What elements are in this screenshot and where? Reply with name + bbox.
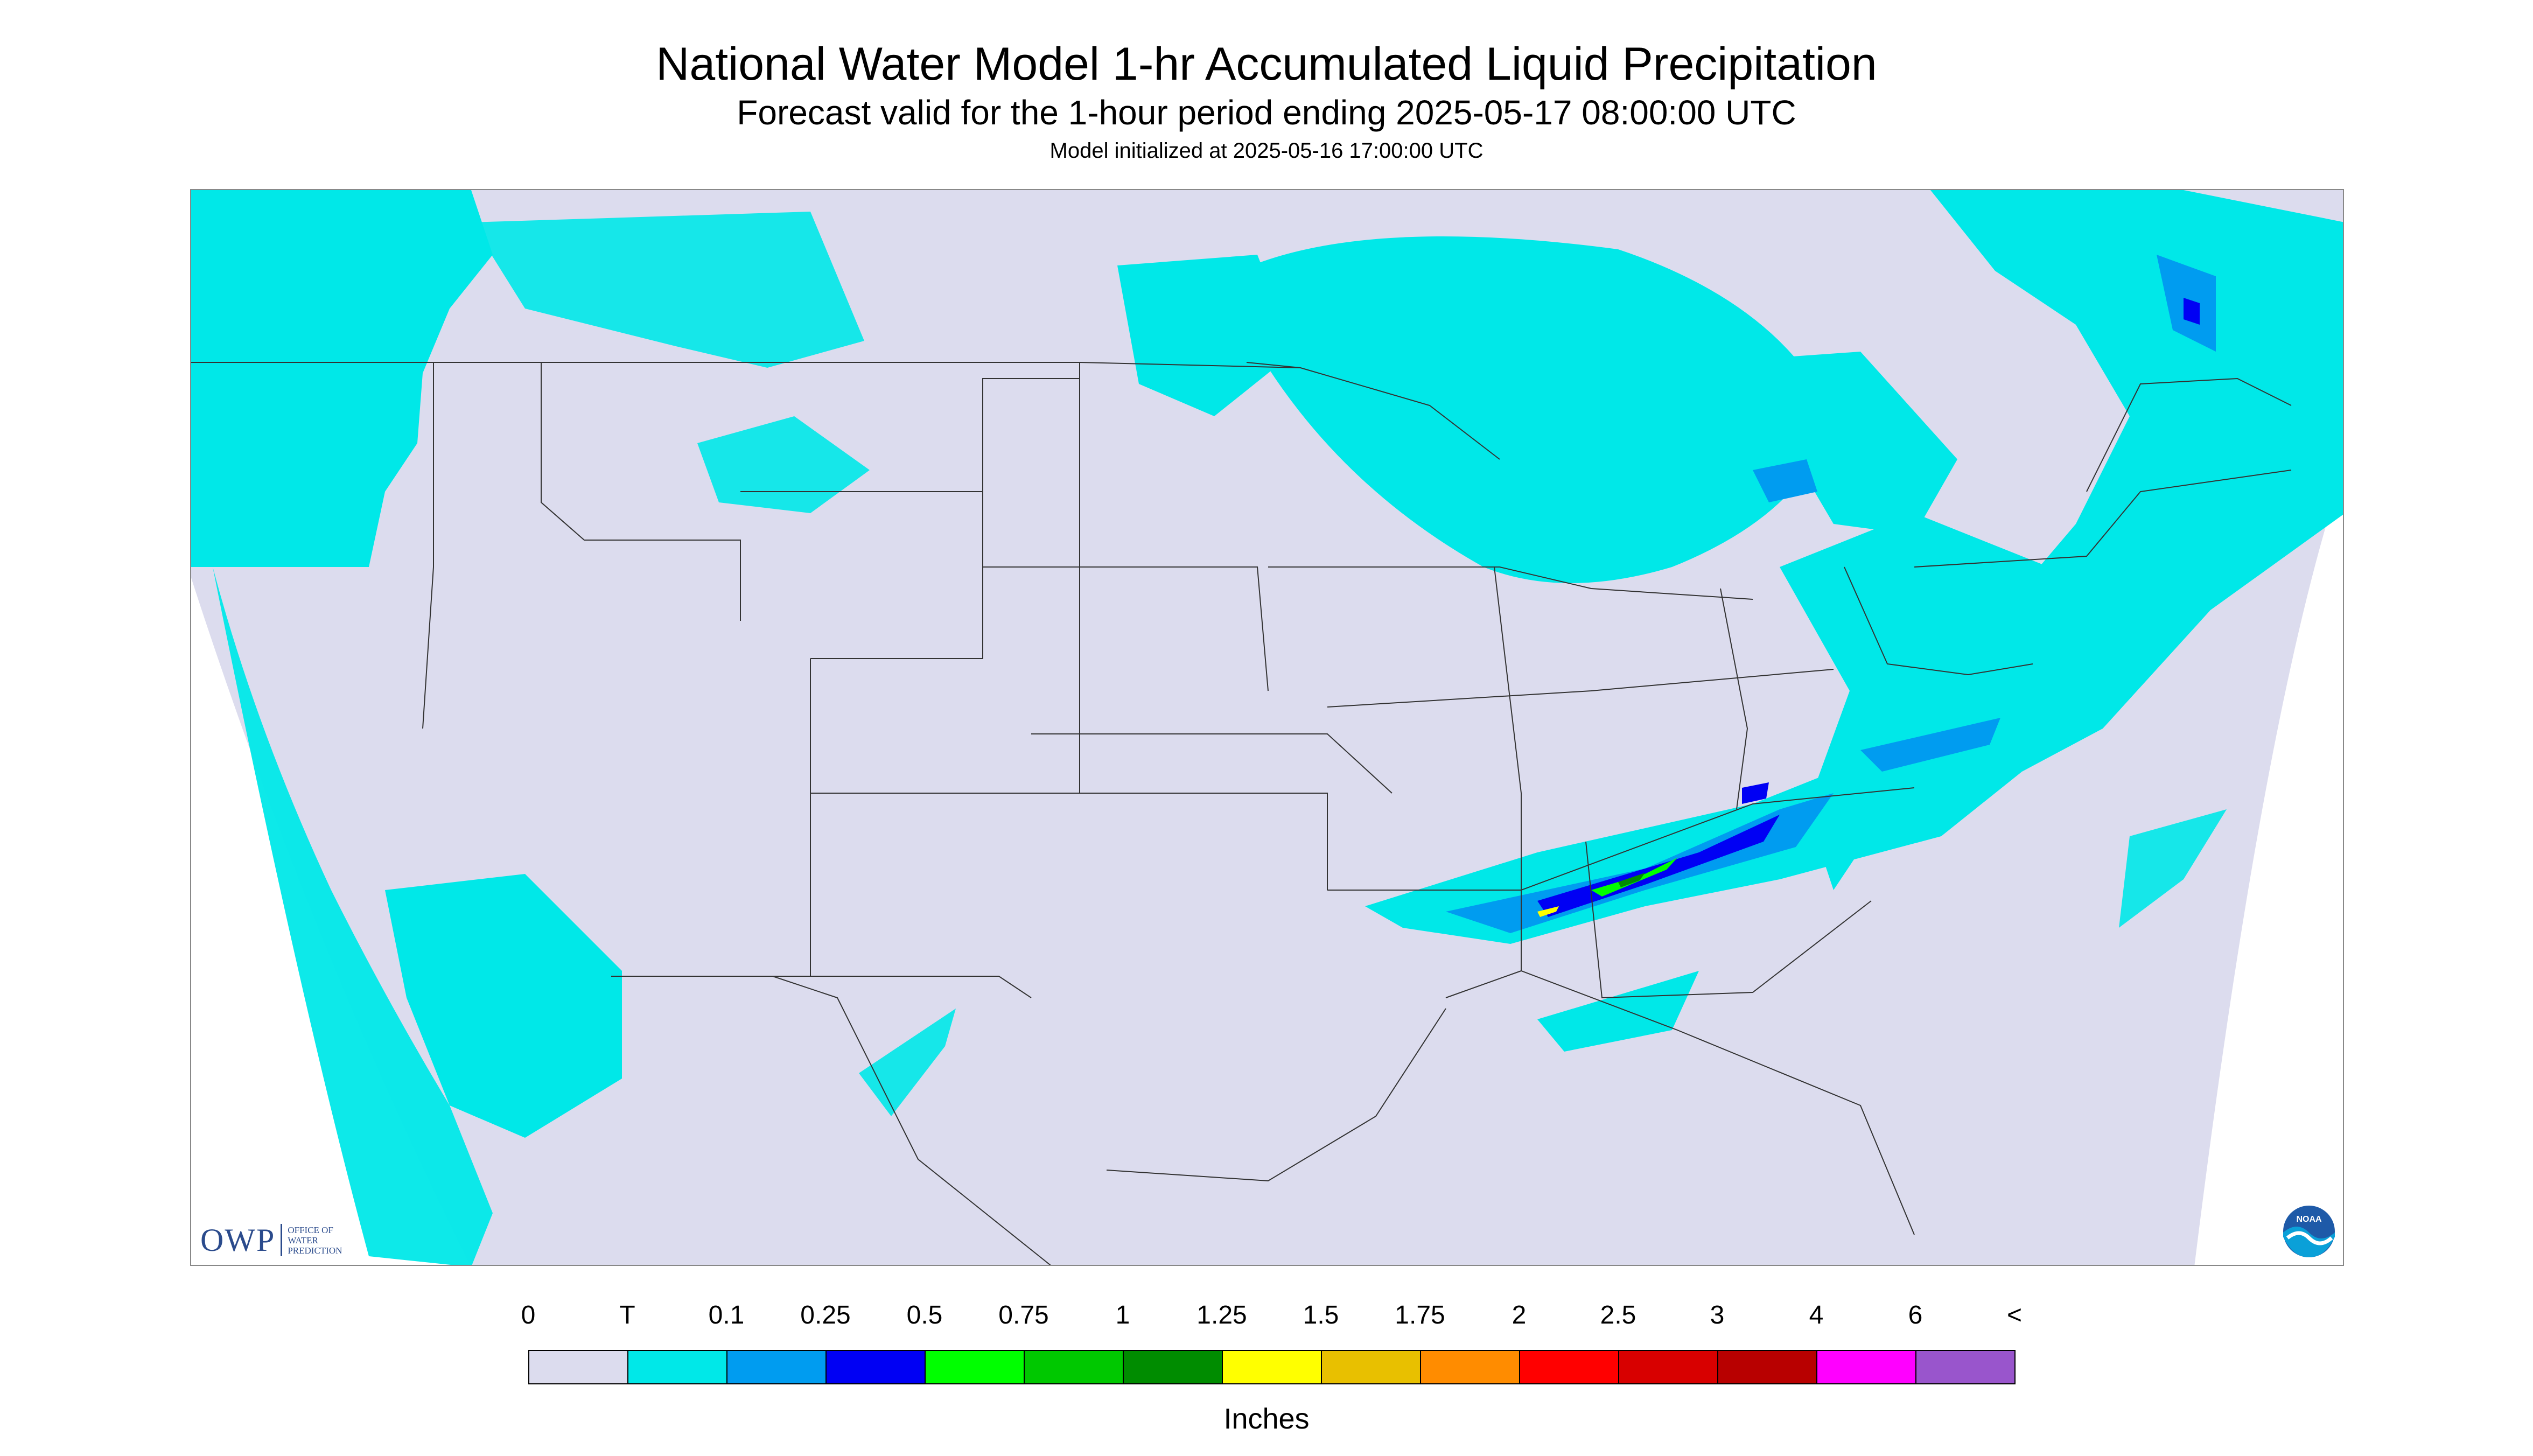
- legend-tick-label: 4: [1809, 1301, 1824, 1329]
- legend-tick-label: 6: [1908, 1301, 1923, 1329]
- legend-units-label: Inches: [1223, 1403, 1310, 1435]
- legend-swatch: [1519, 1350, 1619, 1384]
- map-title: National Water Model 1-hr Accumulated Li…: [656, 38, 1877, 90]
- legend-tick-label: 0.1: [708, 1301, 745, 1329]
- legend-tick-label: 0: [521, 1301, 536, 1329]
- legend-tick-label: <: [2006, 1301, 2023, 1329]
- state-boundaries: [191, 362, 2292, 1265]
- legend-tick-label: 1.75: [1395, 1301, 1445, 1329]
- legend-swatch: [1618, 1350, 1718, 1384]
- precip-map-svg: [191, 190, 2343, 1265]
- legend-tick-label: 0.75: [998, 1301, 1049, 1329]
- legend-tick-label: 3: [1710, 1301, 1725, 1329]
- legend-tick-label: 1.25: [1196, 1301, 1247, 1329]
- precip-map: [190, 189, 2344, 1266]
- legend-swatch: [1222, 1350, 1322, 1384]
- forecast-valid-subtitle: Forecast valid for the 1-hour period end…: [737, 93, 1796, 132]
- legend-swatch: [1915, 1350, 2016, 1384]
- legend-swatch: [627, 1350, 727, 1384]
- legend-swatch: [925, 1350, 1025, 1384]
- legend-swatch: [1420, 1350, 1520, 1384]
- legend-tick-label: 2.5: [1600, 1301, 1636, 1329]
- legend-swatch: [1123, 1350, 1223, 1384]
- owp-logo: OWP OFFICE OF WATER PREDICTION: [200, 1222, 363, 1258]
- legend-tick-label: 1: [1115, 1301, 1130, 1329]
- noaa-logo-text: NOAA: [2296, 1215, 2322, 1224]
- legend-tick-label: 0.25: [800, 1301, 851, 1329]
- model-init-line: Model initialized at 2025-05-16 17:00:00…: [1049, 139, 1484, 163]
- legend-tick-label: T: [619, 1301, 635, 1329]
- owp-wordmark: OWP: [200, 1222, 276, 1258]
- precip-heavy-core: [1537, 858, 1677, 917]
- legend-tick-label: 2: [1512, 1301, 1527, 1329]
- noaa-logo-icon: NOAA: [2283, 1206, 2335, 1257]
- legend-swatch: [1321, 1350, 1421, 1384]
- legend-swatch: [726, 1350, 827, 1384]
- legend-swatch: [1024, 1350, 1124, 1384]
- legend-swatch: [1717, 1350, 1817, 1384]
- legend-tick-label: 0.5: [906, 1301, 943, 1329]
- owp-divider: [281, 1224, 283, 1256]
- owp-subtitle: OFFICE OF WATER PREDICTION: [288, 1224, 342, 1256]
- legend-swatch: [1816, 1350, 1916, 1384]
- legend-swatch: [825, 1350, 926, 1384]
- legend-swatch: [528, 1350, 628, 1384]
- precip-trace-areas: [191, 190, 2343, 1265]
- legend-tick-label: 1.5: [1303, 1301, 1339, 1329]
